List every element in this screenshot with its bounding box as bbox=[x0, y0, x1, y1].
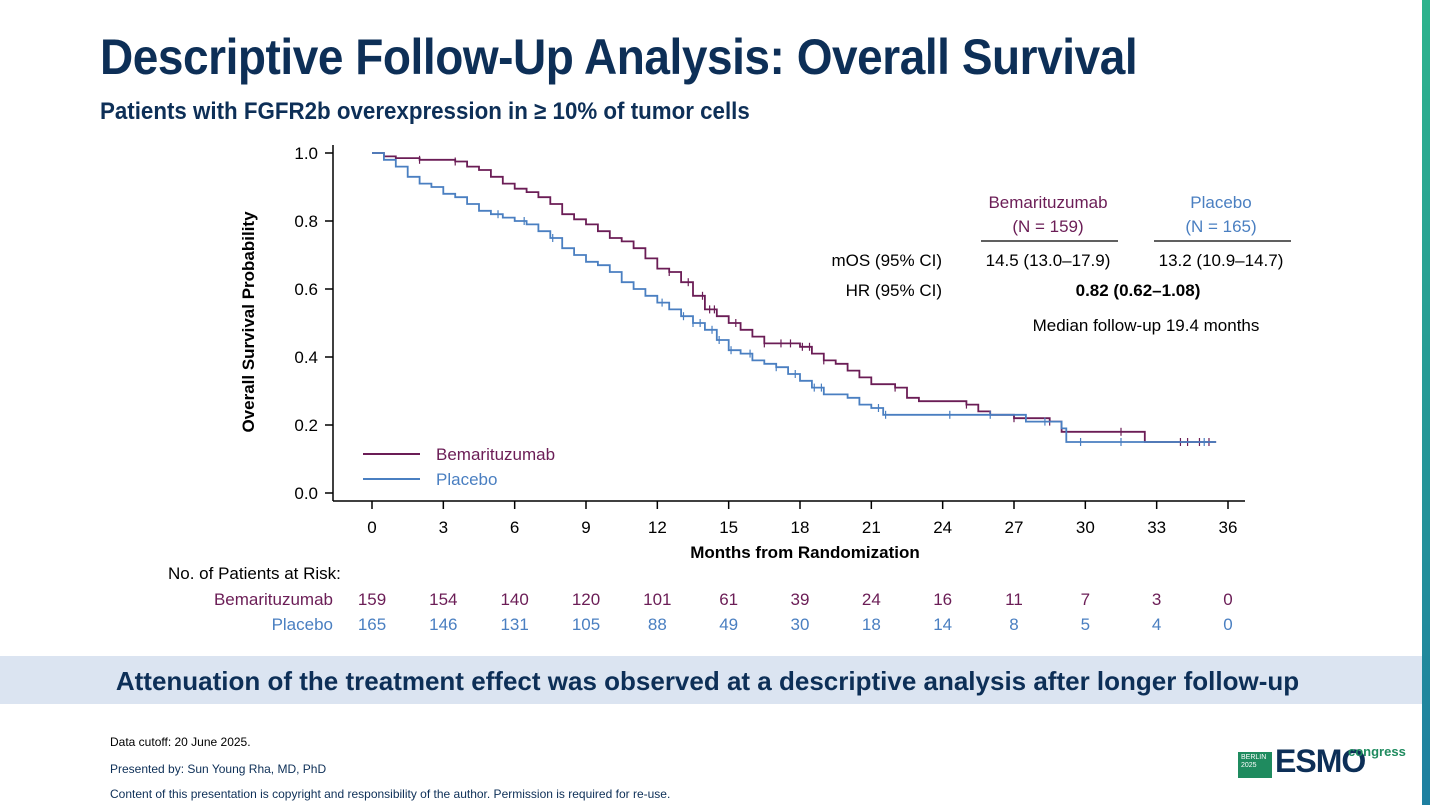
y-tick-label: 0.2 bbox=[294, 416, 318, 435]
x-tick-label: 33 bbox=[1147, 518, 1166, 537]
stats-label-hr: HR (95% CI) bbox=[846, 281, 942, 300]
x-tick-label: 18 bbox=[791, 518, 810, 537]
stats-n-placebo: (N = 165) bbox=[1185, 217, 1256, 236]
chart-legend: Bemarituzumab Placebo bbox=[363, 445, 555, 489]
risk-value-bemarituzumab: 24 bbox=[862, 590, 881, 609]
accent-bar bbox=[1422, 0, 1430, 805]
risk-value-placebo: 0 bbox=[1223, 615, 1232, 634]
x-tick-label: 21 bbox=[862, 518, 881, 537]
logo-city-year: BERLIN 2025 bbox=[1238, 752, 1272, 778]
conclusion-text: Attenuation of the treatment effect was … bbox=[115, 666, 1300, 696]
risk-label-placebo: Placebo bbox=[272, 615, 333, 634]
risk-value-placebo: 5 bbox=[1081, 615, 1090, 634]
risk-value-bemarituzumab: 0 bbox=[1223, 590, 1232, 609]
y-tick-label: 0.6 bbox=[294, 280, 318, 299]
stats-mos-bemarituzumab: 14.5 (13.0–17.9) bbox=[986, 251, 1111, 270]
footer-presenter: Presented by: Sun Young Rha, MD, PhD bbox=[110, 762, 327, 776]
footer-copyright: Content of this presentation is copyrigh… bbox=[110, 787, 671, 801]
km-chart: 0 3 6 9 12 15 18 21 24 27 30 33 360.00.20.40.60.81.0… bbox=[168, 144, 1291, 634]
logo-brand: ESMO bbox=[1275, 743, 1366, 779]
x-tick-label: 15 bbox=[719, 518, 738, 537]
x-tick-label: 27 bbox=[1005, 518, 1024, 537]
y-axis-title: Overall Survival Probability bbox=[239, 211, 258, 433]
y-tick-label: 0.4 bbox=[294, 348, 318, 367]
stats-label-mos: mOS (95% CI) bbox=[831, 251, 942, 270]
x-tick-label: 0 bbox=[367, 518, 376, 537]
y-tick-label: 0.0 bbox=[294, 484, 318, 503]
risk-value-bemarituzumab: 16 bbox=[933, 590, 952, 609]
risk-value-placebo: 4 bbox=[1152, 615, 1161, 634]
risk-value-bemarituzumab: 101 bbox=[643, 590, 671, 609]
stats-header-bemarituzumab: Bemarituzumab bbox=[988, 193, 1107, 212]
stats-mos-placebo: 13.2 (10.9–14.7) bbox=[1159, 251, 1284, 270]
footer-cutoff: Data cutoff: 20 June 2025. bbox=[110, 735, 251, 749]
page-subtitle: Patients with FGFR2b overexpression in ≥… bbox=[100, 98, 750, 125]
x-axis-title: Months from Randomization bbox=[690, 543, 919, 562]
stats-table: Bemarituzumab (N = 159) Placebo (N = 165) mO… bbox=[831, 193, 1291, 335]
risk-value-placebo: 18 bbox=[862, 615, 881, 634]
risk-label-bemarituzumab: Bemarituzumab bbox=[214, 590, 333, 609]
x-tick-label: 6 bbox=[510, 518, 519, 537]
x-tick-label: 36 bbox=[1219, 518, 1238, 537]
x-tick-label: 9 bbox=[581, 518, 590, 537]
risk-value-placebo: 30 bbox=[791, 615, 810, 634]
legend-label-bemarituzumab: Bemarituzumab bbox=[436, 445, 555, 464]
legend-label-placebo: Placebo bbox=[436, 470, 497, 489]
risk-value-placebo: 8 bbox=[1009, 615, 1018, 634]
risk-value-bemarituzumab: 3 bbox=[1152, 590, 1161, 609]
x-tick-label: 24 bbox=[933, 518, 952, 537]
risk-value-bemarituzumab: 61 bbox=[719, 590, 738, 609]
stats-hr-value: 0.82 (0.62–1.08) bbox=[1076, 281, 1201, 300]
risk-table: No. of Patients at Risk: Bemarituzumab 159… bbox=[168, 564, 1233, 634]
chart-curves bbox=[372, 152, 1217, 446]
risk-value-bemarituzumab: 140 bbox=[500, 590, 528, 609]
chart-axes: 0 3 6 9 12 15 18 21 24 27 30 33 360.00.20.40.60.81.0… bbox=[239, 144, 1245, 562]
stats-header-placebo: Placebo bbox=[1190, 193, 1251, 212]
risk-value-bemarituzumab: 11 bbox=[1005, 590, 1023, 609]
logo-word: congress bbox=[1348, 744, 1406, 759]
risk-value-placebo: 88 bbox=[648, 615, 667, 634]
risk-value-placebo: 131 bbox=[500, 615, 528, 634]
risk-value-bemarituzumab: 39 bbox=[791, 590, 810, 609]
esmo-logo: BERLIN 2025 ESMO congress bbox=[1238, 743, 1406, 783]
page-title: Descriptive Follow-Up Analysis: Overall … bbox=[100, 29, 1138, 85]
risk-value-bemarituzumab: 7 bbox=[1081, 590, 1090, 609]
risk-value-bemarituzumab: 154 bbox=[429, 590, 457, 609]
risk-value-bemarituzumab: 159 bbox=[358, 590, 386, 609]
risk-value-placebo: 49 bbox=[719, 615, 738, 634]
risk-value-bemarituzumab: 120 bbox=[572, 590, 600, 609]
risk-value-placebo: 14 bbox=[933, 615, 952, 634]
stats-followup-note: Median follow-up 19.4 months bbox=[1033, 316, 1260, 335]
stats-n-bemarituzumab: (N = 159) bbox=[1012, 217, 1083, 236]
risk-value-placebo: 146 bbox=[429, 615, 457, 634]
x-tick-label: 30 bbox=[1076, 518, 1095, 537]
y-tick-label: 1.0 bbox=[294, 144, 318, 163]
conclusion-banner: Attenuation of the treatment effect was … bbox=[0, 656, 1422, 704]
risk-table-title: No. of Patients at Risk: bbox=[168, 564, 341, 583]
x-tick-label: 3 bbox=[439, 518, 448, 537]
x-tick-label: 12 bbox=[648, 518, 667, 537]
y-tick-label: 0.8 bbox=[294, 212, 318, 231]
risk-value-placebo: 105 bbox=[572, 615, 600, 634]
risk-value-placebo: 165 bbox=[358, 615, 386, 634]
curve-placebo bbox=[372, 152, 1217, 443]
